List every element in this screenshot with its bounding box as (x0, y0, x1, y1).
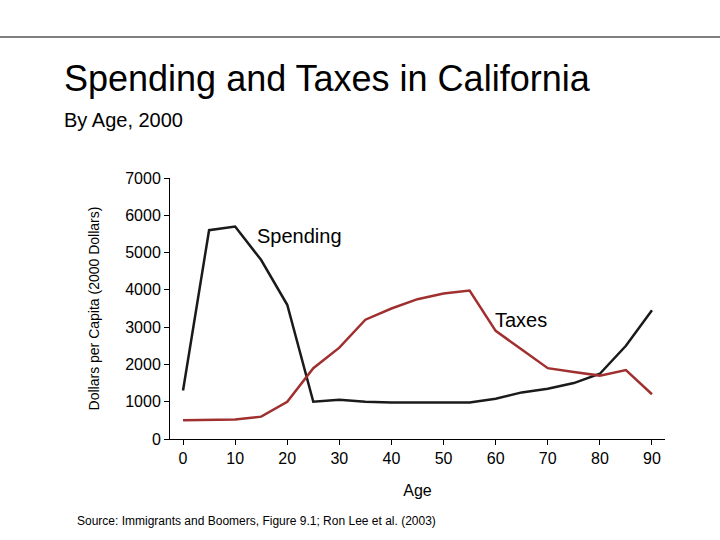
svg-text:10: 10 (226, 450, 244, 467)
svg-text:60: 60 (487, 450, 505, 467)
svg-text:6000: 6000 (125, 207, 161, 224)
svg-text:70: 70 (539, 450, 557, 467)
svg-text:Spending: Spending (257, 225, 342, 247)
svg-text:2000: 2000 (125, 356, 161, 373)
svg-text:0: 0 (152, 431, 161, 448)
svg-text:40: 40 (383, 450, 401, 467)
svg-text:3000: 3000 (125, 319, 161, 336)
svg-text:1000: 1000 (125, 393, 161, 410)
svg-text:Taxes: Taxes (495, 309, 547, 331)
svg-text:7000: 7000 (125, 170, 161, 187)
svg-text:80: 80 (591, 450, 609, 467)
svg-text:50: 50 (435, 450, 453, 467)
svg-text:Source: Immigrants and Boomers: Source: Immigrants and Boomers, Figure 9… (77, 514, 436, 528)
svg-text:30: 30 (330, 450, 348, 467)
svg-text:90: 90 (643, 450, 661, 467)
svg-text:5000: 5000 (125, 244, 161, 261)
svg-text:Dollars per Capita (2000 Dolla: Dollars per Capita (2000 Dollars) (86, 207, 102, 411)
svg-text:20: 20 (278, 450, 296, 467)
svg-text:4000: 4000 (125, 281, 161, 298)
svg-text:Spending and Taxes in Californ: Spending and Taxes in California (64, 58, 591, 99)
svg-text:0: 0 (179, 450, 188, 467)
svg-text:Age: Age (403, 482, 432, 499)
svg-text:By Age, 2000: By Age, 2000 (64, 109, 183, 131)
